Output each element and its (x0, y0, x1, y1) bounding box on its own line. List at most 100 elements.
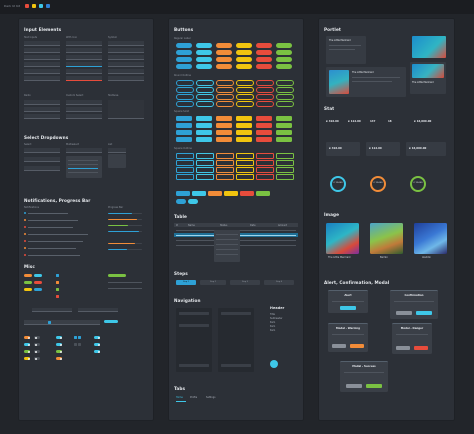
button-outline[interactable] (196, 174, 214, 180)
nav-item[interactable] (221, 348, 251, 351)
button-solid[interactable] (176, 64, 192, 69)
button-small[interactable] (176, 191, 190, 196)
toggle-on[interactable] (94, 336, 100, 339)
button-outline[interactable] (216, 167, 234, 173)
symbol-input-5[interactable] (108, 69, 144, 74)
pagination-next-button[interactable] (104, 320, 118, 323)
table-col-header[interactable]: Amount (278, 223, 288, 227)
button-outline[interactable] (236, 87, 254, 93)
button-solid[interactable] (216, 123, 232, 128)
button-outline[interactable] (196, 80, 214, 86)
toggle-on[interactable] (94, 350, 100, 353)
button-outline[interactable] (276, 101, 294, 107)
button-outline[interactable] (176, 160, 194, 166)
checkbox[interactable] (56, 295, 59, 298)
tag[interactable] (34, 281, 42, 284)
button-outline[interactable] (216, 80, 234, 86)
header-item[interactable]: Item (270, 321, 276, 324)
checkbox[interactable] (78, 343, 81, 346)
button-solid[interactable] (236, 64, 252, 69)
text-input-6[interactable] (24, 76, 60, 81)
list-dropdown[interactable] (108, 154, 126, 168)
color-swatch-blue[interactable] (46, 4, 51, 8)
button-outline[interactable] (256, 80, 274, 86)
nav-item[interactable] (221, 336, 251, 339)
toggle-on[interactable] (56, 336, 62, 339)
button-outline[interactable] (256, 101, 274, 107)
button-icon[interactable] (188, 199, 198, 204)
button-solid[interactable] (196, 130, 212, 135)
warning-ok-button[interactable] (350, 344, 364, 348)
button-solid[interactable] (276, 57, 292, 62)
nav-item[interactable] (221, 342, 251, 345)
nav-footer[interactable] (179, 364, 209, 367)
portlet-card[interactable]: The Little Mermaid (326, 36, 366, 64)
toggle-on[interactable] (56, 350, 62, 353)
button-solid[interactable] (176, 137, 192, 142)
confirm-cancel-button[interactable] (396, 311, 412, 315)
button-solid[interactable] (176, 130, 192, 135)
button-solid[interactable] (196, 137, 212, 142)
button-outline[interactable] (196, 167, 214, 173)
button-outline[interactable] (176, 94, 194, 100)
button-outline[interactable] (216, 94, 234, 100)
button-solid[interactable] (196, 116, 212, 121)
checkbox[interactable] (74, 336, 77, 339)
slider-track[interactable] (32, 308, 72, 312)
color-swatch-red[interactable] (25, 4, 30, 8)
portlet-card-with-image[interactable]: The Little Mermaid (326, 67, 406, 97)
button-outline[interactable] (196, 153, 214, 159)
button-solid[interactable] (216, 50, 232, 55)
nav-item[interactable] (179, 330, 209, 333)
toggle-on[interactable] (56, 343, 62, 346)
button-outline[interactable] (276, 160, 294, 166)
button-outline[interactable] (276, 80, 294, 86)
tab-home[interactable]: Home (176, 396, 183, 399)
pagination-active-page[interactable] (48, 320, 51, 324)
confirm-ok-button[interactable] (416, 311, 432, 315)
danger-ok-button[interactable] (414, 346, 428, 350)
image-mermaid[interactable] (326, 223, 359, 254)
icon-input-6[interactable] (66, 76, 102, 81)
toggle-off[interactable] (34, 343, 40, 346)
select-3[interactable] (24, 166, 60, 171)
toggle-off[interactable] (34, 357, 40, 360)
multiselect-option[interactable] (68, 160, 98, 161)
button-outline[interactable] (176, 87, 194, 93)
checkbox[interactable] (56, 288, 59, 291)
alert-ok-button[interactable] (340, 306, 356, 310)
pill-badge[interactable] (108, 274, 126, 277)
button-solid[interactable] (256, 57, 272, 62)
toggle-on[interactable] (24, 336, 30, 339)
tag[interactable] (34, 274, 42, 277)
button-solid[interactable] (256, 137, 272, 142)
tag[interactable] (24, 274, 32, 277)
danger-cancel-button[interactable] (396, 346, 410, 350)
nav-item[interactable] (221, 330, 251, 333)
button-solid[interactable] (276, 50, 292, 55)
table-col-header[interactable]: Name (188, 223, 195, 227)
portlet-card-with-image[interactable]: The Little Mermaid (410, 62, 446, 94)
button-small[interactable] (224, 191, 238, 196)
button-outline[interactable] (176, 174, 194, 180)
table-col-header[interactable]: # (176, 223, 178, 227)
tag[interactable] (24, 281, 32, 284)
button-small[interactable] (240, 191, 254, 196)
icon-input-5[interactable] (66, 69, 102, 74)
button-solid[interactable] (216, 116, 232, 121)
button-solid[interactable] (236, 137, 252, 142)
button-solid[interactable] (236, 43, 252, 48)
button-solid[interactable] (256, 116, 272, 121)
header-item[interactable]: Item (270, 329, 276, 332)
nav-item[interactable] (179, 324, 209, 327)
warning-cancel-button[interactable] (332, 344, 346, 348)
button-solid[interactable] (216, 130, 232, 135)
button-small[interactable] (208, 191, 222, 196)
tag[interactable] (24, 288, 32, 291)
toggle-on[interactable] (24, 357, 30, 360)
step-2[interactable]: Step 2 (200, 280, 226, 285)
button-outline[interactable] (176, 80, 194, 86)
button-solid[interactable] (256, 130, 272, 135)
button-solid[interactable] (176, 123, 192, 128)
symbol-input-6[interactable] (108, 76, 144, 81)
